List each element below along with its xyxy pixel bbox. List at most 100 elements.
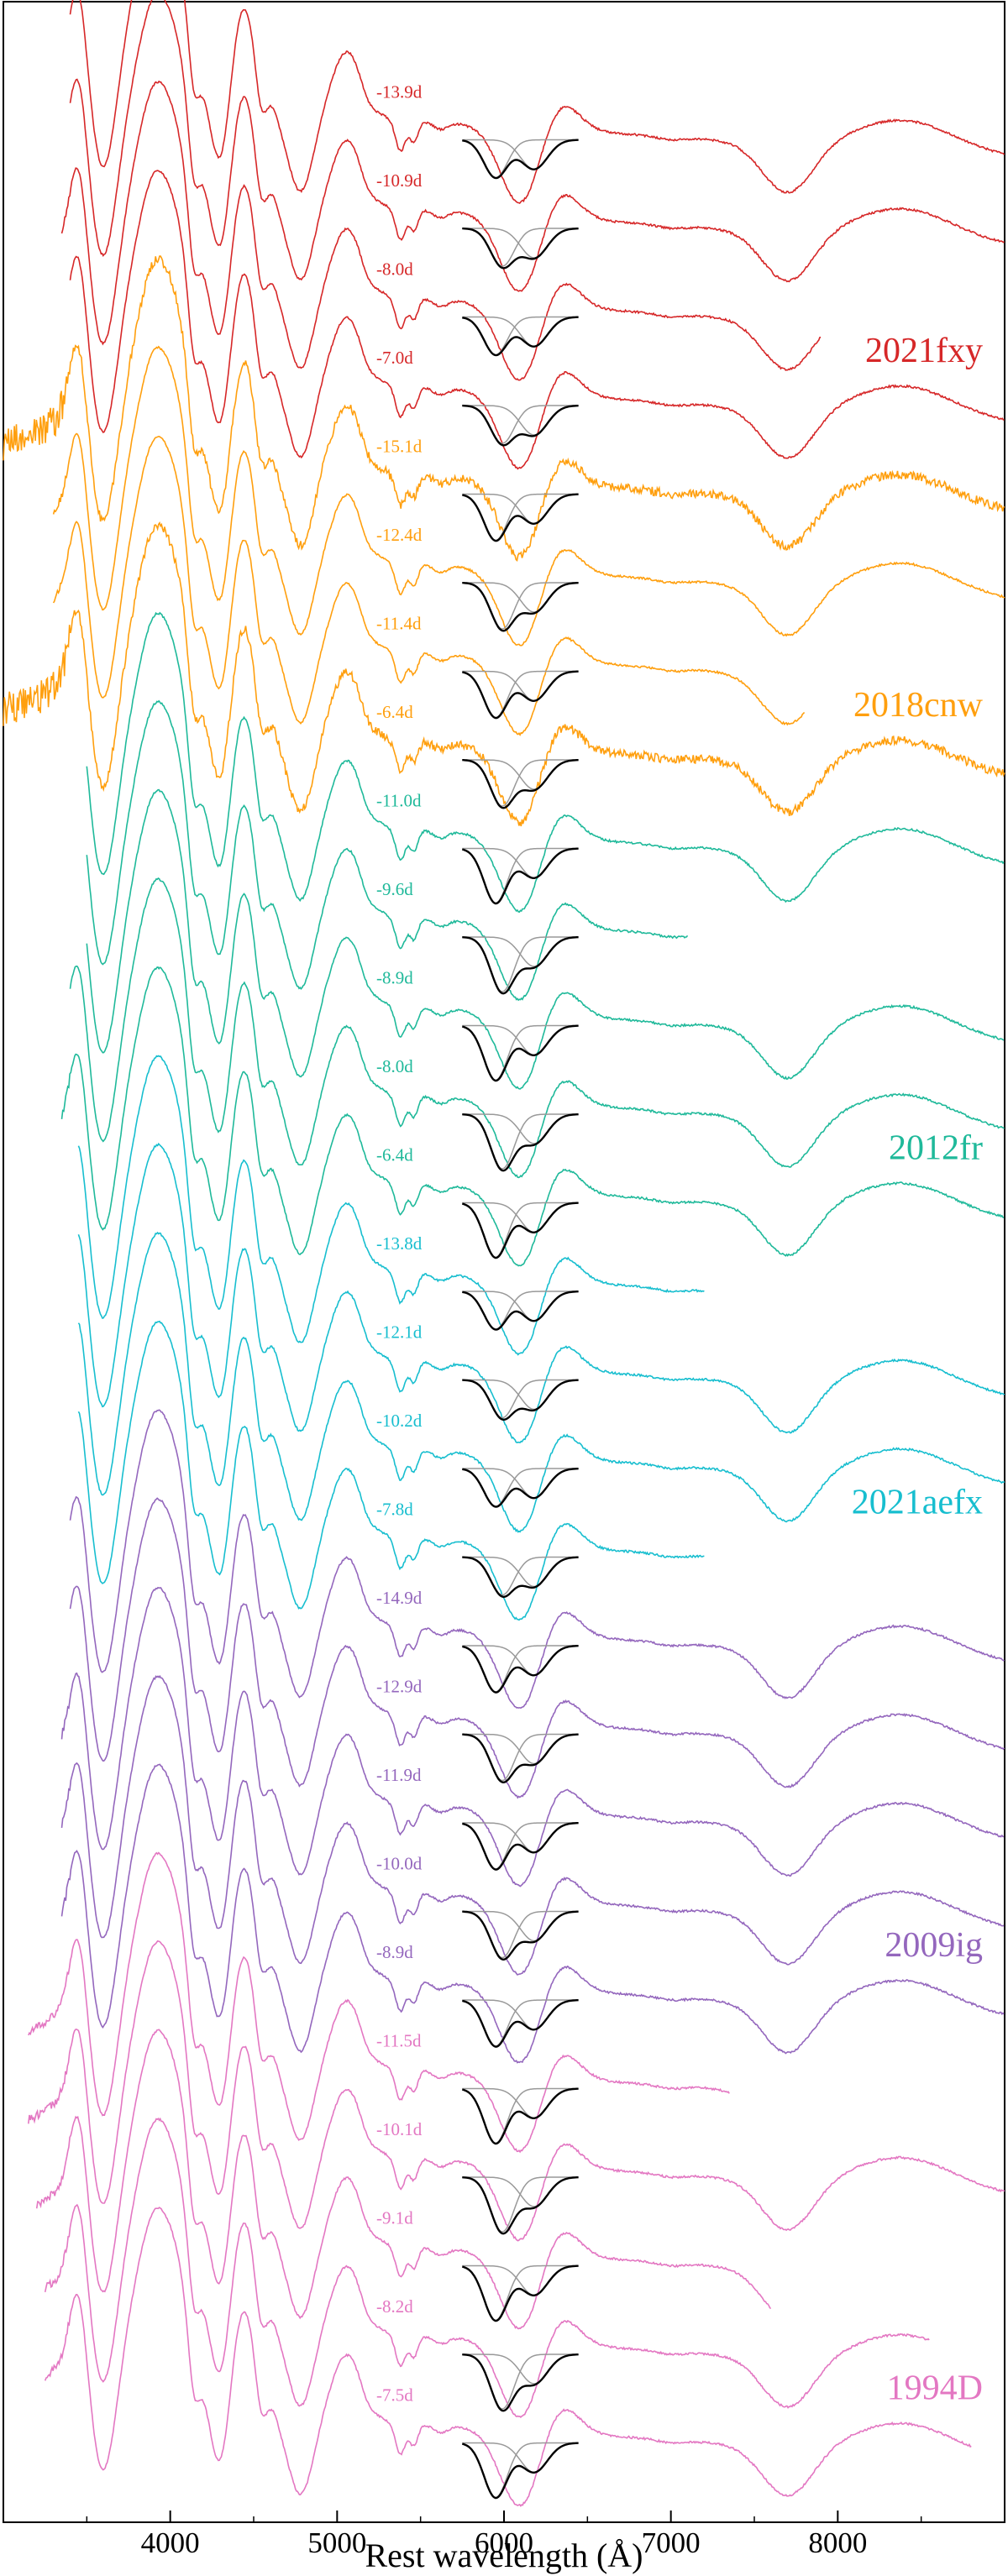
fit-total-2021fxy-8-0d <box>462 316 579 357</box>
fit-components-layer <box>462 139 579 2500</box>
sn-label-2021aefx: 2021aefx <box>852 1484 983 1522</box>
fit-total-2021fxy-13-9d <box>462 139 579 180</box>
fit-total-2021fxy-7-0d <box>462 404 579 447</box>
spectrum-line-2012fr-11-0d <box>86 611 1005 914</box>
epoch-label-2021fxy-13-9d: -13.9d <box>376 82 423 102</box>
epoch-label-2009ig-14-9d: -14.9d <box>376 1588 423 1608</box>
spectrum-line-2009ig-8-9d <box>60 1763 1005 2064</box>
fit-total-2012fr-9-6d <box>462 936 579 995</box>
spectrum-line-1994d-8-2d <box>44 2117 930 2419</box>
x-tick-label-5000: 5000 <box>307 2526 366 2559</box>
fit-total-1994d-10-1d <box>462 2176 579 2235</box>
epoch-label-2018cnw-6-4d: -6.4d <box>376 702 413 722</box>
spectrum-line-1994d-10-1d <box>28 1940 1005 2242</box>
x-axis: 4000 5000 6000 7000 8000 <box>86 2511 922 2559</box>
spectrum-line-2018cnw-11-4d <box>52 435 806 736</box>
epoch-label-1994d-7-5d: -7.5d <box>376 2385 413 2406</box>
fit-total-2012fr-11-0d <box>462 847 579 905</box>
epoch-label-2018cnw-12-4d: -12.4d <box>376 525 423 545</box>
epoch-label-2012fr-11-0d: -11.0d <box>376 791 422 811</box>
x-tick-label-7000: 7000 <box>642 2526 701 2559</box>
epoch-label-2021fxy-10-9d: -10.9d <box>376 170 423 191</box>
epoch-label-2009ig-10-0d: -10.0d <box>376 1854 423 1874</box>
fit-component-hv-2021fxy-13-9d <box>462 139 579 179</box>
spectrum-line-2009ig-11-9d <box>60 1586 1005 1887</box>
spectrum-line-2012fr-9-6d <box>86 699 689 1002</box>
epoch-label-2012fr-8-0d: -8.0d <box>376 1056 413 1076</box>
labels-layer: -13.9d -10.9d -8.0d -7.0d 2021fxy -15.1d -12.4… <box>376 82 984 2408</box>
fit-total-2009ig-10-0d <box>462 1910 579 1961</box>
epoch-label-2021aefx-10-2d: -10.2d <box>376 1411 423 1431</box>
epoch-label-2021aefx-13-8d: -13.8d <box>376 1233 423 1254</box>
spectrum-line-2021fxy-10-9d <box>69 0 1005 292</box>
epoch-label-2018cnw-11-4d: -11.4d <box>376 614 422 634</box>
fit-total-2018cnw-11-4d <box>462 670 579 720</box>
fit-total-2018cnw-6-4d <box>462 759 579 809</box>
epoch-label-2012fr-9-6d: -9.6d <box>376 879 413 899</box>
spectrum-line-2018cnw-12-4d <box>52 345 1005 647</box>
fit-total-1994d-8-2d <box>462 2353 579 2412</box>
sn-label-1994d: 1994D <box>887 2369 983 2408</box>
fit-total-2021aefx-12-1d <box>462 1379 579 1422</box>
fit-total-2012fr-6-4d <box>462 1202 579 1259</box>
fit-total-1994d-7-5d <box>462 2442 579 2500</box>
fit-component-hv-2012fr-11-0d <box>462 847 579 904</box>
epoch-label-1994d-11-5d: -11.5d <box>376 2031 422 2051</box>
epoch-label-2012fr-8-9d: -8.9d <box>376 968 413 988</box>
fit-total-2021aefx-7-8d <box>462 1556 579 1599</box>
epoch-label-2009ig-11-9d: -11.9d <box>376 1765 422 1785</box>
x-tick-label-8000: 8000 <box>808 2526 867 2559</box>
fit-total-2018cnw-12-4d <box>462 582 579 632</box>
epoch-label-1994d-8-2d: -8.2d <box>376 2296 413 2317</box>
epoch-label-2021aefx-7-8d: -7.8d <box>376 1500 413 1520</box>
fit-total-1994d-11-5d <box>462 2087 579 2145</box>
plot-frame <box>3 1 1005 2523</box>
fit-total-2009ig-11-9d <box>462 1822 579 1871</box>
fit-total-2021aefx-13-8d <box>462 1291 579 1331</box>
fit-component-hv-1994d-9-1d <box>462 2264 579 2322</box>
fit-component-hv-2012fr-6-4d <box>462 1202 579 1259</box>
fit-total-2009ig-12-9d <box>462 1733 579 1784</box>
fit-total-2009ig-14-9d <box>462 1645 579 1694</box>
spectrum-line-2021aefx-12-1d <box>77 1142 1005 1443</box>
fit-total-2021aefx-10-2d <box>462 1468 579 1508</box>
epoch-label-2021fxy-7-0d: -7.0d <box>376 348 413 368</box>
spectrum-line-2018cnw-6-4d <box>3 521 1005 827</box>
spectrum-line-2012fr-6-4d <box>60 966 1005 1267</box>
fit-total-2012fr-8-0d <box>462 1113 579 1172</box>
spectrum-line-2021fxy-8-0d <box>60 80 822 381</box>
fit-component-hv-2021fxy-8-0d <box>462 316 579 356</box>
spectrum-line-2021aefx-7-8d <box>77 1320 705 1621</box>
epoch-label-2009ig-12-9d: -12.9d <box>376 1677 423 1697</box>
fit-total-2012fr-8-9d <box>462 1024 579 1082</box>
sn-label-2009ig: 2009ig <box>885 1926 983 1965</box>
spectrum-line-1994d-9-1d <box>35 2029 772 2330</box>
fit-component-hv-2012fr-8-9d <box>462 1024 579 1081</box>
spectrum-line-2009ig-10-0d <box>60 1674 1005 1976</box>
epoch-label-2009ig-8-9d: -8.9d <box>376 1942 413 1962</box>
fit-component-hv-1994d-7-5d <box>462 2442 579 2499</box>
epoch-label-1994d-9-1d: -9.1d <box>376 2208 413 2228</box>
fit-total-1994d-9-1d <box>462 2264 579 2322</box>
fit-total-2009ig-8-9d <box>462 1999 579 2048</box>
spectrum-line-2021aefx-13-8d <box>77 1055 705 1356</box>
epoch-label-2018cnw-15-1d: -15.1d <box>376 437 423 457</box>
spectrum-line-2021aefx-10-2d <box>77 1231 1005 1533</box>
spectrum-line-2012fr-8-9d <box>86 788 1005 1090</box>
x-tick-label-4000: 4000 <box>141 2526 200 2559</box>
epoch-label-2021aefx-12-1d: -12.1d <box>376 1322 423 1343</box>
spectrum-line-1994d-7-5d <box>44 2207 972 2507</box>
epoch-label-2021fxy-8-0d: -8.0d <box>376 259 413 280</box>
spectrum-line-2021fxy-13-9d <box>69 0 1005 204</box>
fit-total-2021fxy-10-9d <box>462 227 579 270</box>
sn-label-2012fr: 2012fr <box>889 1129 983 1168</box>
sn-label-2021fxy: 2021fxy <box>865 332 983 370</box>
fit-component-hv-2021aefx-13-8d <box>462 1291 579 1330</box>
x-axis-title: Rest wavelength (Å) <box>365 2537 643 2574</box>
epoch-label-2012fr-6-4d: -6.4d <box>376 1145 413 1165</box>
x-tick-label-6000: 6000 <box>475 2526 533 2559</box>
spectrum-line-1994d-11-5d <box>28 1851 730 2154</box>
epoch-label-1994d-10-1d: -10.1d <box>376 2119 423 2139</box>
